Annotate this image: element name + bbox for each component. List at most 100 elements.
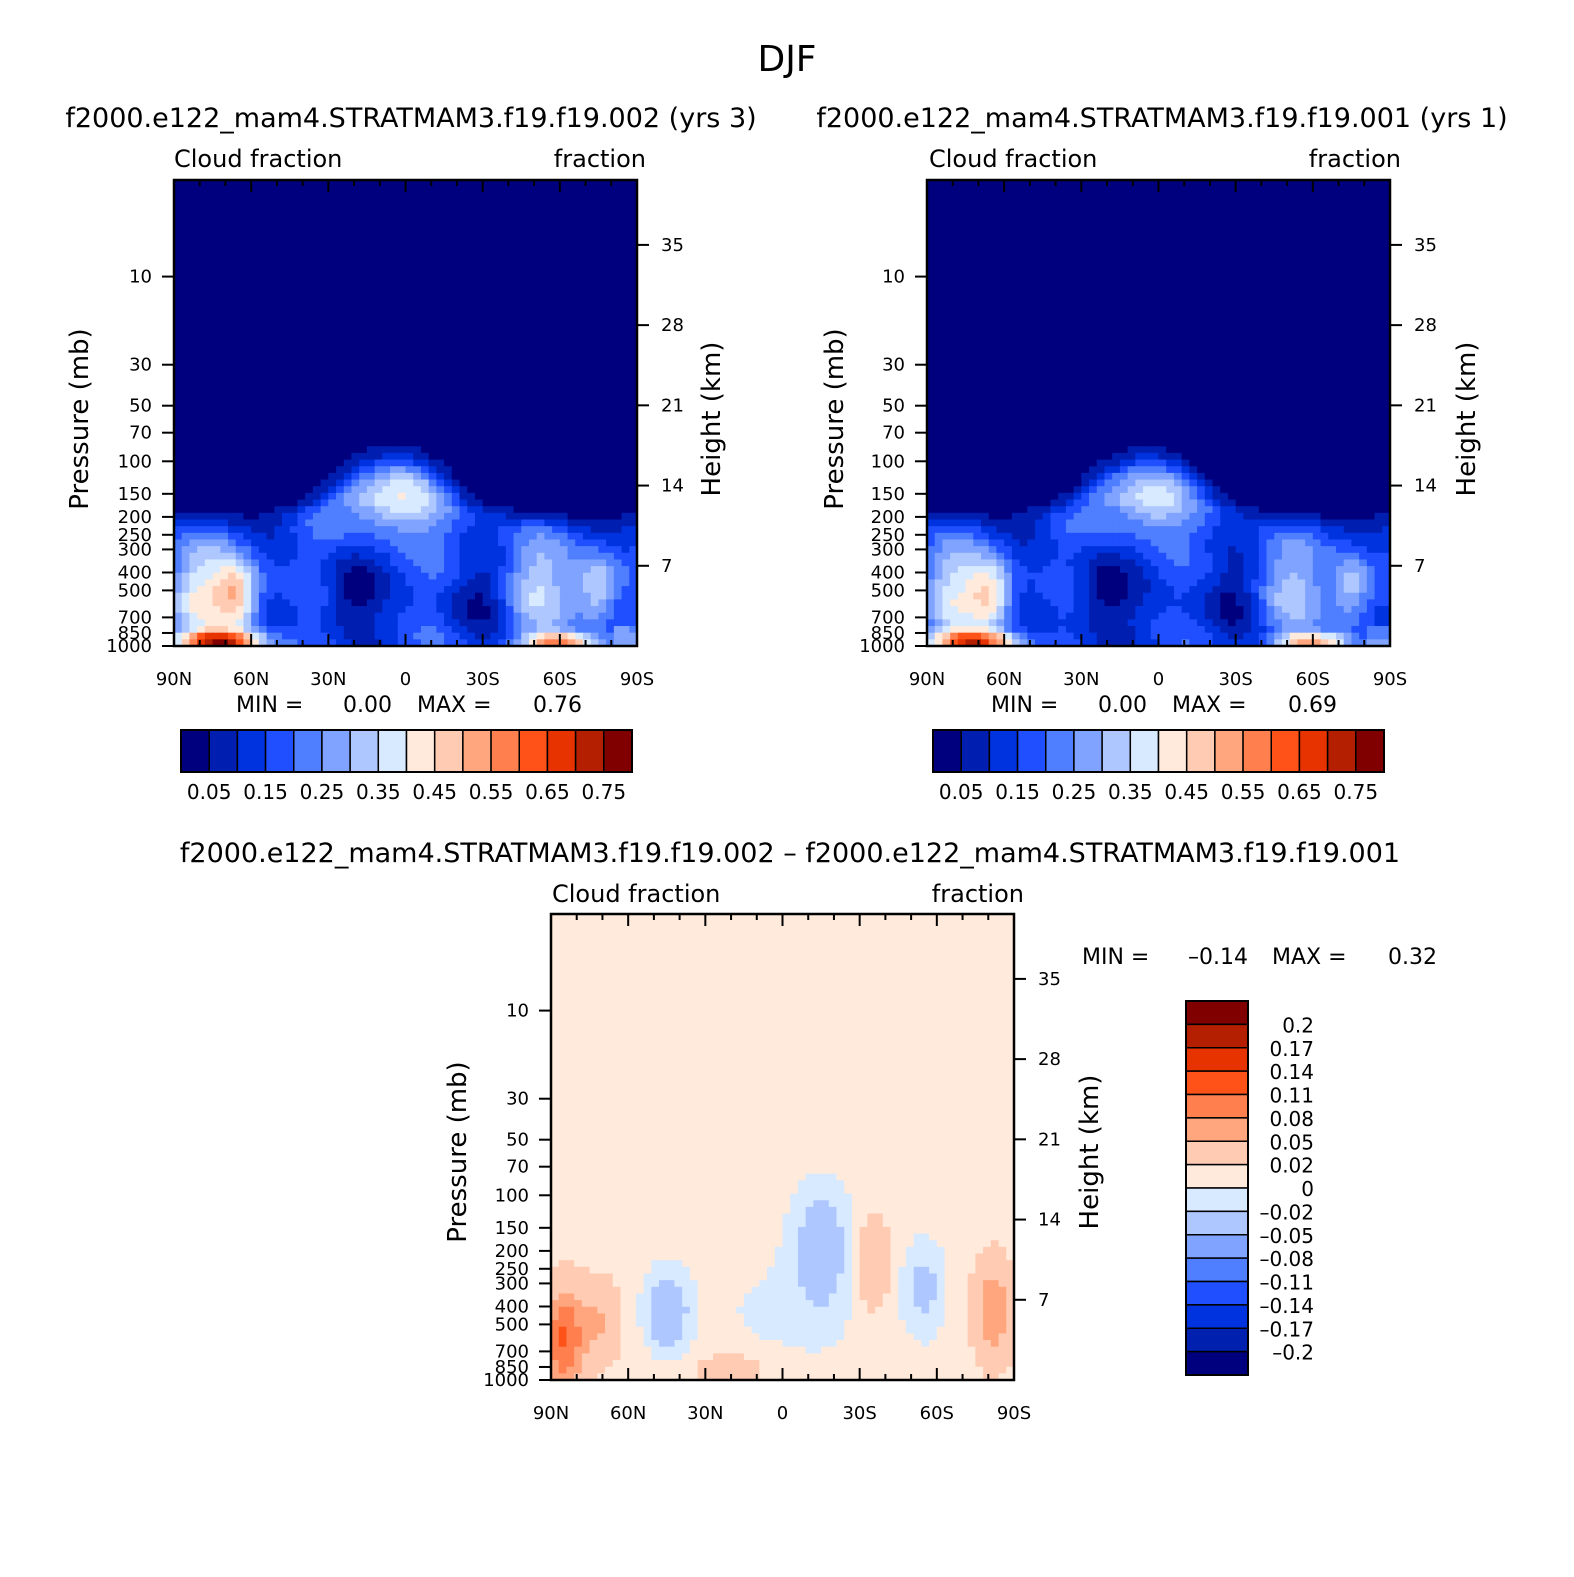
contour-cell — [1267, 220, 1275, 227]
contour-cell — [228, 573, 236, 580]
contour-cell — [251, 513, 259, 520]
contour-cell — [205, 287, 213, 294]
contour-cell — [490, 240, 498, 247]
contour-cell — [575, 433, 583, 440]
contour-cell — [274, 346, 282, 353]
contour-cell — [575, 420, 583, 427]
contour-cell — [529, 293, 537, 300]
contour-cell — [537, 227, 545, 234]
contour-cell — [475, 420, 483, 427]
contour-cell — [614, 559, 622, 566]
contour-cell — [583, 333, 591, 340]
contour-cell — [544, 606, 552, 613]
contour-cell — [197, 579, 205, 586]
contour-cell — [413, 213, 421, 220]
contour-cell — [552, 406, 560, 413]
contour-cell — [614, 440, 622, 447]
contour-cell — [236, 287, 244, 294]
contour-cell — [213, 200, 221, 207]
contour-cell — [429, 606, 437, 613]
contour-cell — [537, 579, 545, 586]
contour-cell — [529, 306, 537, 313]
contour-cell — [614, 360, 622, 367]
contour-cell — [336, 207, 344, 214]
contour-cell — [243, 480, 251, 487]
contour-cell — [475, 227, 483, 234]
contour-cell — [514, 240, 522, 247]
contour-cell — [251, 466, 259, 473]
contour-cell — [1081, 213, 1089, 220]
contour-cell — [375, 386, 383, 393]
contour-cell — [506, 207, 514, 214]
min-label: MIN = — [236, 693, 303, 718]
contour-cell — [452, 520, 460, 527]
contour-cell — [313, 420, 321, 427]
contour-cell — [398, 559, 406, 566]
contour-cell — [236, 486, 244, 493]
contour-cell — [182, 593, 190, 600]
contour-cell — [1336, 220, 1344, 227]
contour-cell — [622, 566, 630, 573]
contour-cell — [274, 253, 282, 260]
contour-cell — [328, 420, 336, 427]
contour-cell — [452, 360, 460, 367]
contour-cell — [220, 599, 228, 606]
contour-cell — [321, 260, 329, 267]
contour-cell — [305, 373, 313, 380]
contour-cell — [297, 366, 305, 373]
contour-cell — [1274, 233, 1282, 240]
contour-cell — [537, 400, 545, 407]
contour-cell — [282, 513, 290, 520]
contour-cell — [475, 533, 483, 540]
contour-cell — [182, 280, 190, 287]
contour-cell — [1081, 227, 1089, 234]
contour-cell — [606, 233, 614, 240]
contour-cell — [490, 420, 498, 427]
contour-cell — [575, 340, 583, 347]
contour-cell — [197, 426, 205, 433]
contour-cell — [1012, 227, 1020, 234]
contour-cell — [575, 353, 583, 360]
contour-cell — [267, 559, 275, 566]
contour-cell — [1004, 233, 1012, 240]
contour-cell — [220, 306, 228, 313]
contour-cell — [197, 233, 205, 240]
contour-cell — [305, 313, 313, 320]
contour-cell — [583, 267, 591, 274]
contour-cell — [436, 306, 444, 313]
contour-cell — [452, 220, 460, 227]
contour-cell — [321, 573, 329, 580]
max-value: 0.76 — [533, 693, 582, 718]
contour-cell — [413, 613, 421, 620]
contour-cell — [575, 233, 583, 240]
contour-cell — [552, 233, 560, 240]
contour-cell — [521, 380, 529, 387]
contour-cell — [467, 446, 475, 453]
contour-cell — [460, 373, 468, 380]
contour-cell — [1359, 213, 1367, 220]
contour-cell — [413, 466, 421, 473]
contour-cell — [305, 486, 313, 493]
contour-cell — [182, 486, 190, 493]
contour-cell — [367, 573, 375, 580]
contour-cell — [521, 533, 529, 540]
contour-cell — [205, 486, 213, 493]
contour-cell — [606, 559, 614, 566]
contour-cell — [591, 433, 599, 440]
contour-cell — [282, 320, 290, 327]
contour-cell — [336, 227, 344, 234]
contour-cell — [598, 240, 606, 247]
contour-cell — [506, 346, 514, 353]
contour-cell — [591, 193, 599, 200]
contour-cell — [236, 393, 244, 400]
contour-cell — [467, 386, 475, 393]
contour-cell — [560, 606, 568, 613]
contour-cell — [1213, 200, 1221, 207]
contour-cell — [575, 267, 583, 274]
contour-cell — [1336, 200, 1344, 207]
contour-cell — [305, 220, 313, 227]
contour-cell — [267, 426, 275, 433]
contour-cell — [521, 213, 529, 220]
contour-cell — [205, 333, 213, 340]
contour-cell — [321, 606, 329, 613]
